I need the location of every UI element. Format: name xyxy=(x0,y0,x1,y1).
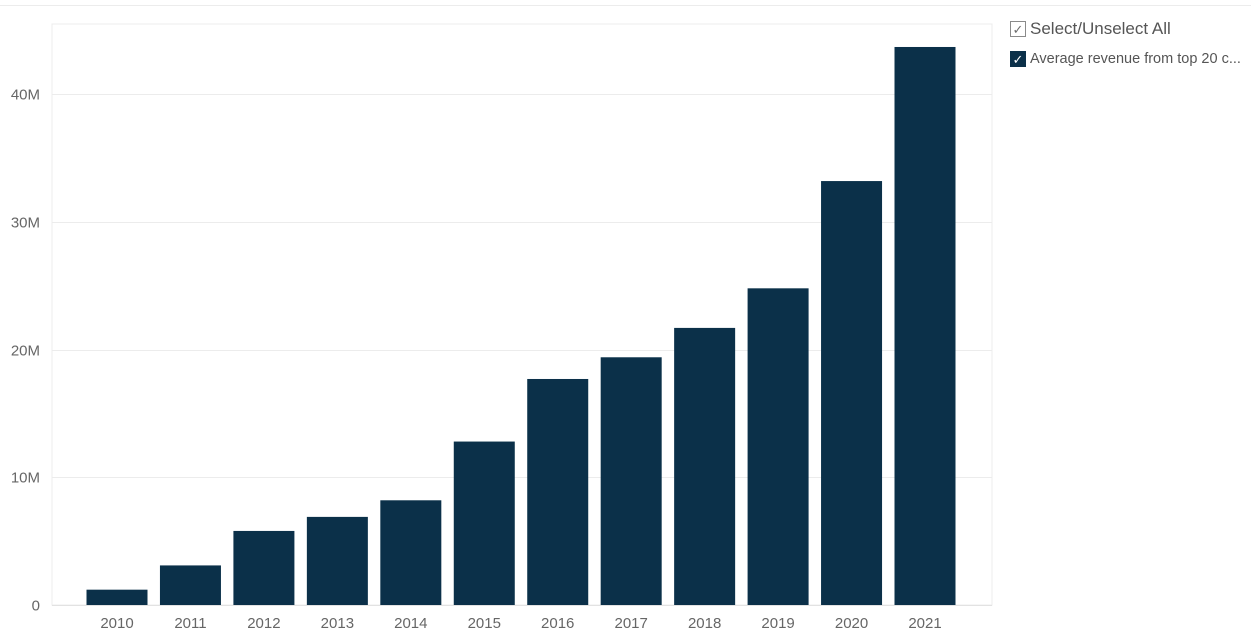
bar-2017[interactable] xyxy=(600,357,662,605)
x-tick-label: 2018 xyxy=(688,615,721,632)
bar-2012[interactable] xyxy=(233,530,295,605)
bar-2011[interactable] xyxy=(159,565,221,605)
x-tick-label: 2014 xyxy=(394,615,427,632)
x-tick-label: 2013 xyxy=(321,615,354,632)
x-tick-label: 2021 xyxy=(908,615,941,632)
bar-2015[interactable] xyxy=(453,441,515,605)
y-axis-ticks: 0 10M 20M 30M 40M xyxy=(11,87,40,615)
y-tick-label: 20M xyxy=(11,343,40,360)
legend-series-label: Average revenue from top 20 c... xyxy=(1030,51,1241,67)
bars xyxy=(86,46,956,606)
y-tick-label: 40M xyxy=(11,87,40,104)
legend: ✓ Select/Unselect All ✓ Average revenue … xyxy=(1010,18,1251,78)
bar-2021[interactable] xyxy=(894,46,956,606)
x-tick-label: 2012 xyxy=(247,615,280,632)
bar-2016[interactable] xyxy=(527,378,589,605)
x-tick-label: 2016 xyxy=(541,615,574,632)
x-tick-label: 2017 xyxy=(614,615,647,632)
select-unselect-all-label: Select/Unselect All xyxy=(1030,19,1171,38)
x-tick-label: 2015 xyxy=(468,615,501,632)
x-axis-ticks: 2010 2011 2012 2013 2014 2015 2016 2017 2018 2019… xyxy=(100,615,941,632)
y-tick-label: 0 xyxy=(32,598,40,615)
bar-2010[interactable] xyxy=(86,589,148,605)
bar-2018[interactable] xyxy=(674,327,736,605)
checkbox-checked-icon[interactable]: ✓ xyxy=(1010,51,1026,67)
x-tick-label: 2011 xyxy=(174,615,206,632)
bar-2013[interactable] xyxy=(306,516,368,605)
checkbox-icon[interactable]: ✓ xyxy=(1010,21,1026,37)
y-tick-label: 10M xyxy=(11,470,40,487)
top-divider xyxy=(0,5,1251,6)
bar-2019[interactable] xyxy=(747,288,809,605)
bar-chart: 0 10M 20M 30M 40M 2010 2011 2012 2013 2014 2015 20… xyxy=(11,23,993,632)
x-tick-label: 2019 xyxy=(761,615,794,632)
bar-2020[interactable] xyxy=(821,181,883,605)
bar-2014[interactable] xyxy=(380,500,442,605)
select-unselect-all-toggle[interactable]: ✓ Select/Unselect All xyxy=(1010,18,1251,40)
legend-item-series[interactable]: ✓ Average revenue from top 20 c... xyxy=(1010,48,1251,70)
y-tick-label: 30M xyxy=(11,215,40,232)
x-tick-label: 2020 xyxy=(835,615,868,632)
x-tick-label: 2010 xyxy=(100,615,133,632)
